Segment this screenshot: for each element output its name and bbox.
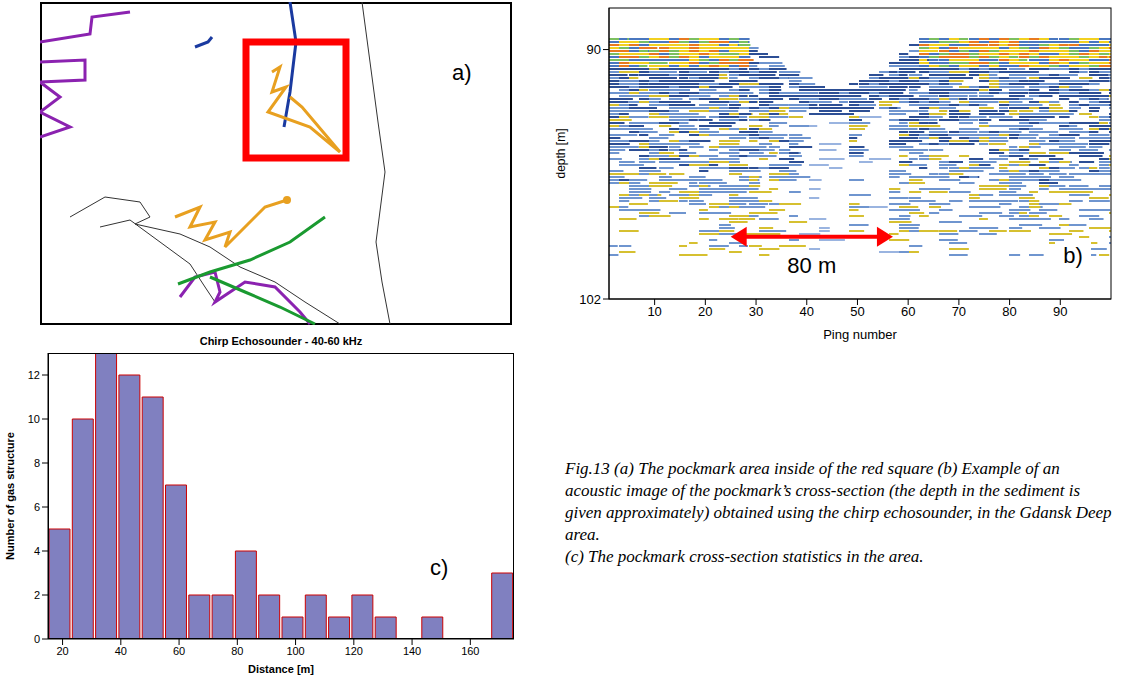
svg-text:0: 0 [34,633,40,645]
html-text:Chirp Echosounder - 40-60 kHz: Chirp Echosounder - 40-60 kHz [199,335,363,347]
svg-text:b): b) [1063,243,1083,268]
html-text:a): a) [452,60,472,85]
svg-text:140: 140 [403,645,421,657]
svg-text:80 m: 80 m [787,253,836,278]
svg-text:depth [m]: depth [m] [554,128,568,178]
svg-text:20: 20 [698,304,712,319]
svg-text:30: 30 [749,304,763,319]
html-text:c): c) [430,555,449,580]
svg-text:90: 90 [1053,304,1067,319]
svg-text:10: 10 [647,304,661,319]
svg-text:4: 4 [34,545,40,557]
svg-text:120: 120 [345,645,363,657]
svg-text:70: 70 [952,304,966,319]
svg-text:160: 160 [461,645,479,657]
svg-text:Number of gas structure: Number of gas structure [4,432,16,560]
svg-text:80: 80 [231,645,243,657]
svg-text:2: 2 [34,589,40,601]
svg-text:12: 12 [28,369,40,381]
svg-text:40: 40 [800,304,814,319]
svg-text:90: 90 [587,42,601,57]
svg-text:10: 10 [28,413,40,425]
svg-text:Distance [m]: Distance [m] [248,663,314,675]
svg-text:Ping number: Ping number [823,327,897,342]
svg-text:80: 80 [1002,304,1016,319]
svg-text:102: 102 [579,292,601,307]
svg-text:60: 60 [173,645,185,657]
svg-text:50: 50 [850,304,864,319]
svg-text:100: 100 [286,645,304,657]
svg-text:40: 40 [115,645,127,657]
svg-text:60: 60 [901,304,915,319]
html-text:(c) The pockmark cross-section: (c) The pockmark cross-section statistic… [565,547,924,566]
html-text:Fig.13 (a) The pockmark area i: Fig.13 (a) The pockmark area inside of t… [565,459,1112,544]
svg-text:8: 8 [34,457,40,469]
svg-text:6: 6 [34,501,40,513]
svg-text:20: 20 [56,645,68,657]
